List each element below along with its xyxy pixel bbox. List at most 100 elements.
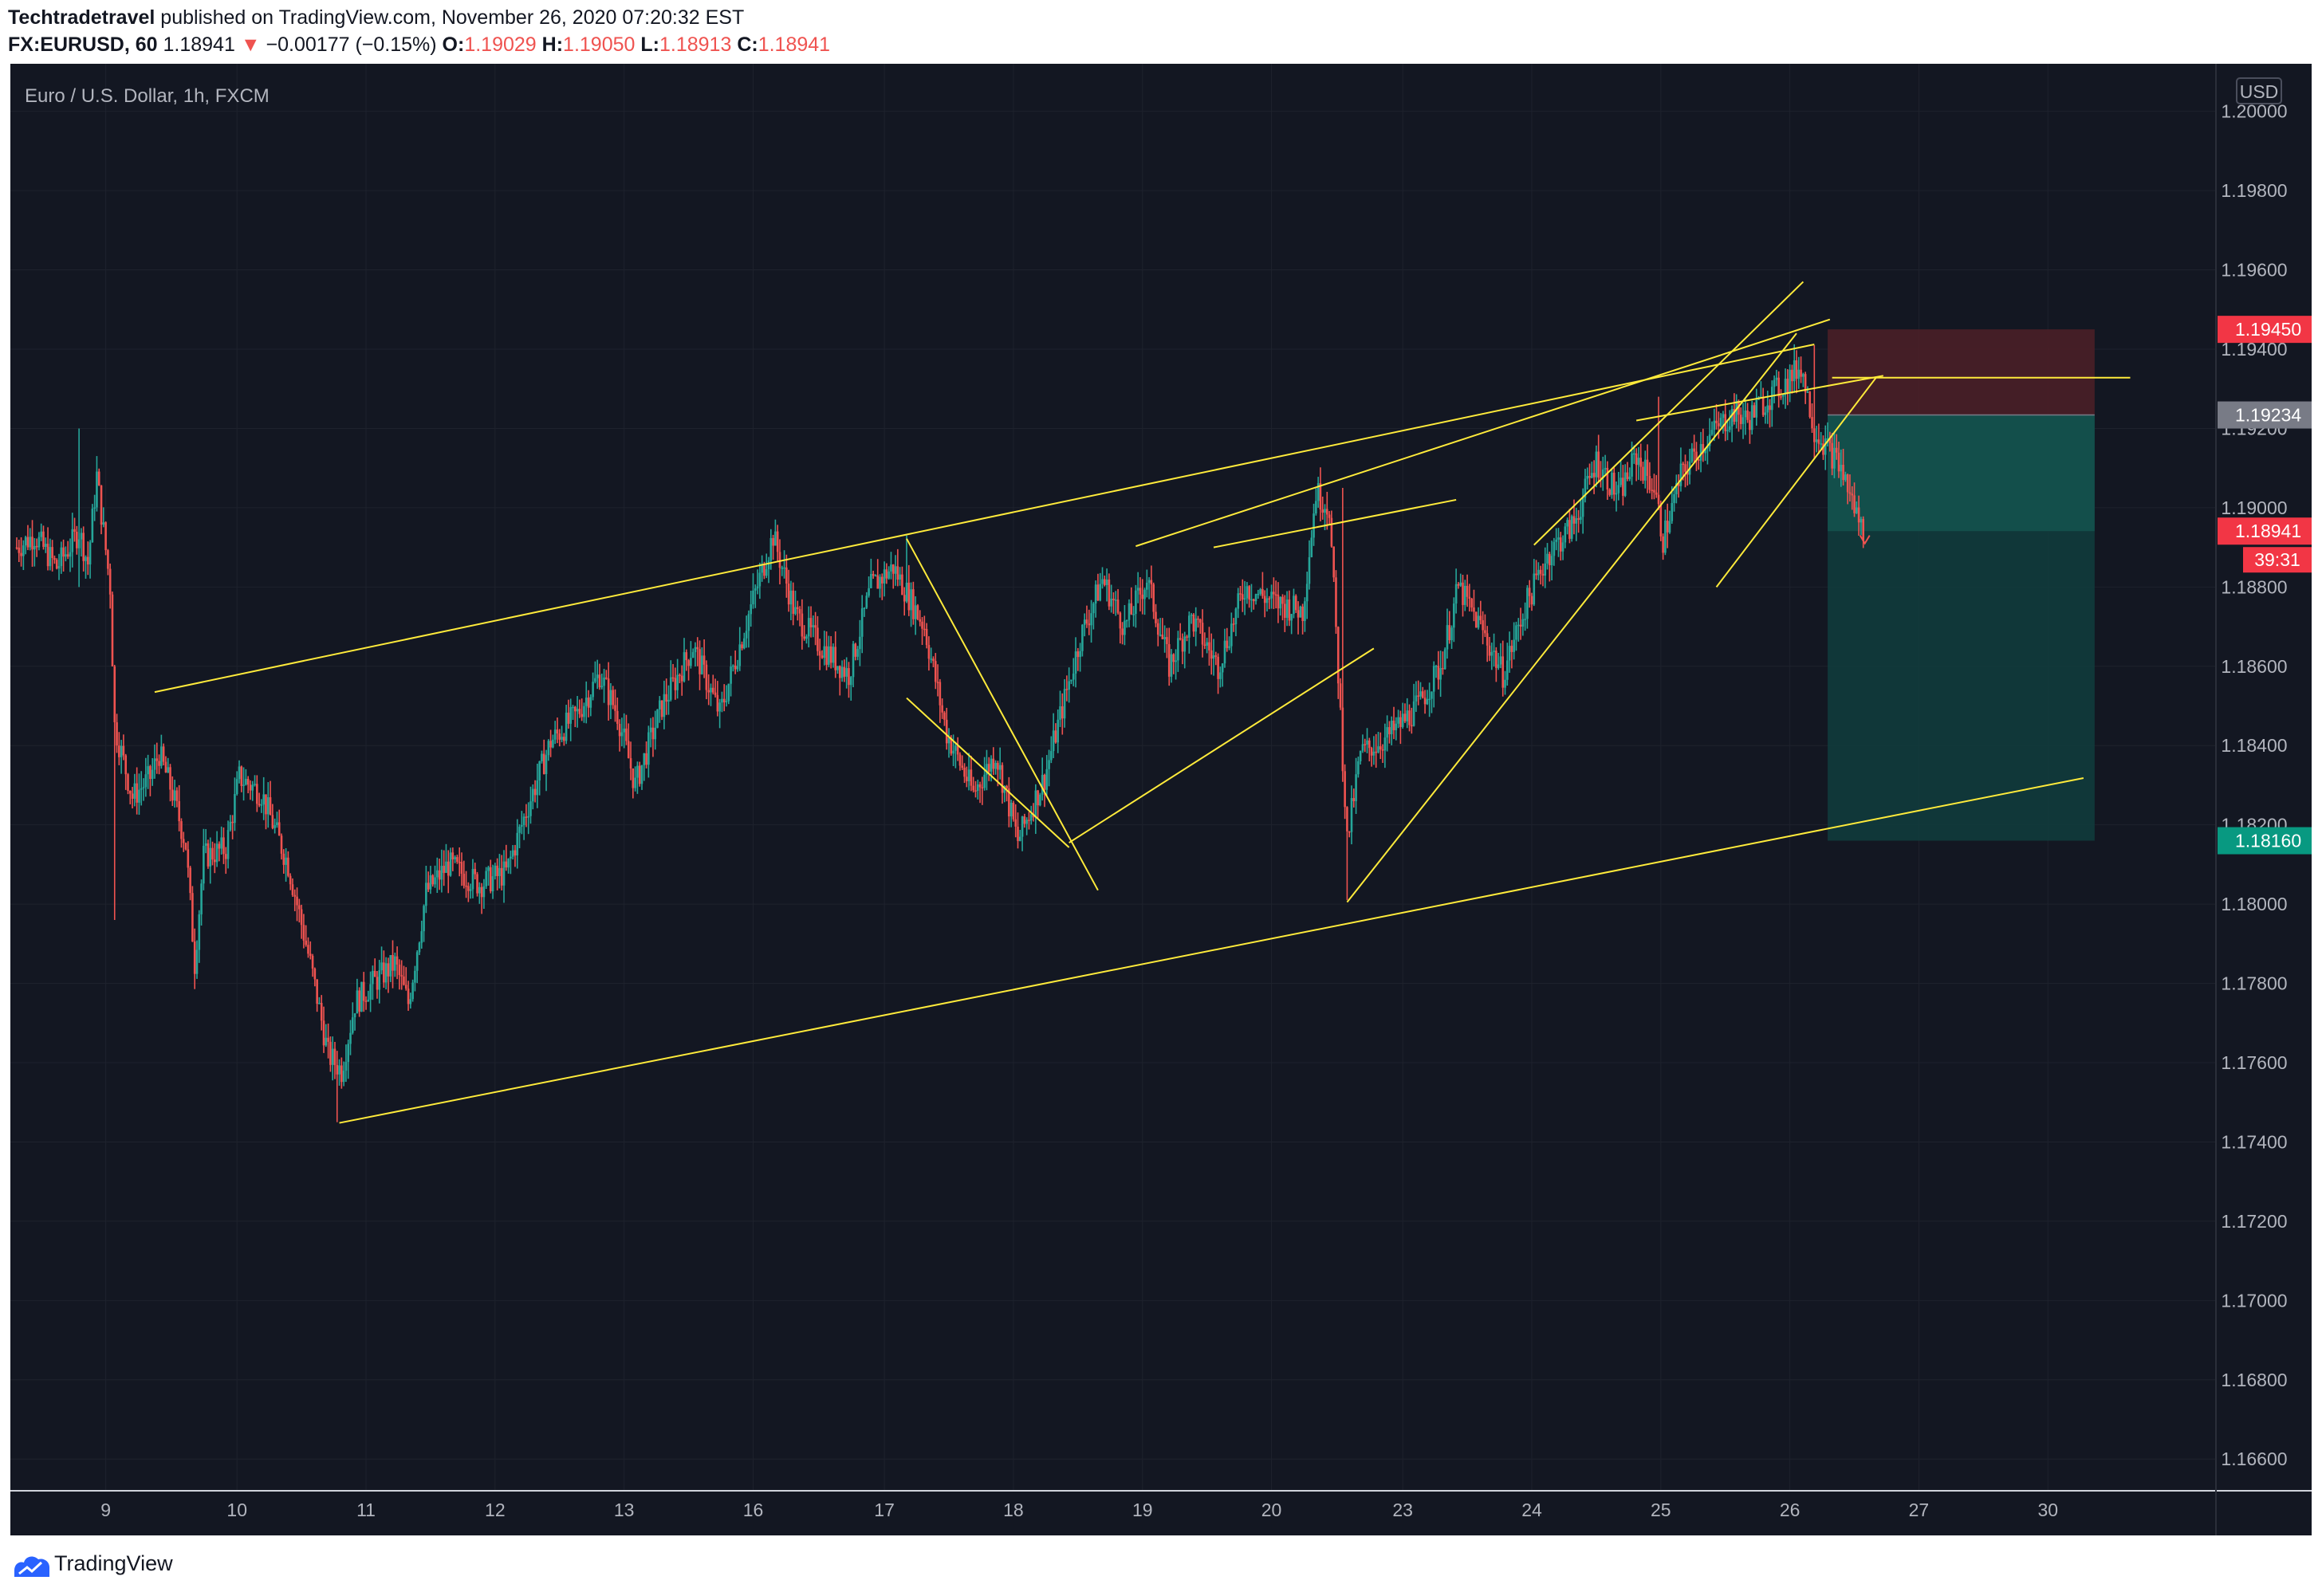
trendline[interactable] — [1635, 375, 1883, 422]
candle-body — [246, 778, 250, 785]
candle-body — [774, 531, 777, 546]
candle-body — [311, 955, 314, 969]
candle-body — [1811, 417, 1813, 429]
candle-body — [734, 665, 737, 670]
chart-canvas[interactable]: Euro / U.S. Dollar, 1h, FXCM 1.200001.19… — [10, 64, 2312, 1535]
candle-body — [60, 547, 63, 567]
candle-body — [1357, 761, 1360, 775]
publish-info: Techtradetravel published on TradingView… — [8, 6, 744, 29]
candle-body — [383, 962, 385, 983]
candle-body — [529, 801, 532, 816]
candle-body — [1203, 644, 1206, 647]
candle-body — [1530, 596, 1533, 605]
candle-body — [18, 547, 21, 553]
candle-body — [1186, 636, 1188, 638]
trendline[interactable] — [154, 344, 1815, 694]
candle-body — [46, 544, 49, 567]
candle-body — [51, 547, 53, 558]
candle-body — [107, 550, 109, 569]
candle-body — [1501, 656, 1505, 688]
date-tick-label: 19 — [1132, 1500, 1153, 1520]
trendline[interactable] — [339, 777, 2084, 1124]
candle-body — [1146, 582, 1148, 590]
candle-body — [1773, 379, 1776, 387]
candle-body — [49, 547, 52, 567]
candle-body — [1065, 689, 1069, 690]
tradingview-brand[interactable]: TradingView — [54, 1551, 173, 1575]
author-name[interactable]: Techtradetravel — [8, 6, 155, 29]
candle-body — [1083, 619, 1086, 625]
candle-body — [803, 636, 805, 639]
candles — [15, 344, 1871, 1122]
candle-body — [607, 678, 610, 706]
trendline[interactable] — [1346, 332, 1797, 903]
candle-body — [1639, 458, 1642, 467]
candle-body — [997, 763, 999, 770]
candle-body — [1328, 514, 1331, 518]
candle-body — [1490, 651, 1494, 656]
price-tick-label: 1.17800 — [2221, 973, 2287, 994]
tradingview-cloud-icon[interactable] — [10, 1553, 54, 1580]
candle-body — [1364, 744, 1367, 745]
trendline[interactable] — [906, 538, 1099, 891]
candle-body — [1504, 679, 1506, 688]
candle-body — [113, 666, 116, 723]
candle-body — [1254, 594, 1257, 602]
candle-body — [1521, 619, 1525, 627]
candle-body — [1190, 614, 1193, 616]
candle-body — [716, 694, 719, 712]
candle-body — [901, 574, 903, 596]
candle-body — [240, 766, 243, 786]
candle-body — [1397, 717, 1399, 724]
trendline[interactable] — [906, 697, 1070, 848]
currency-button[interactable]: USD — [2236, 77, 2282, 104]
candle-body — [966, 776, 968, 781]
candle-body — [1435, 666, 1438, 667]
candle-body — [1544, 563, 1547, 576]
candle-body — [318, 1003, 321, 1004]
candle-body — [836, 666, 839, 670]
candle-body — [158, 761, 160, 766]
candle-body — [640, 765, 643, 784]
trendline[interactable] — [1533, 281, 1804, 546]
currency-box[interactable] — [2236, 77, 2282, 104]
candle-body — [727, 683, 730, 702]
candle-body — [420, 931, 423, 943]
candle-body — [1099, 584, 1102, 601]
candle-body — [874, 575, 877, 577]
stop-loss-zone[interactable] — [1828, 329, 2095, 415]
candle-body — [1208, 642, 1210, 651]
candle-body — [1070, 679, 1072, 682]
candle-body — [1837, 452, 1840, 472]
candle-body — [142, 787, 145, 788]
candle-body — [963, 768, 966, 777]
currency-label[interactable]: USD — [2240, 81, 2279, 102]
candle-body — [1824, 438, 1827, 455]
candle-body — [1570, 516, 1573, 539]
position-zones[interactable] — [1828, 329, 2095, 841]
time-axis[interactable]: 9 10 11 12 13 16 17 18 19 20 23 24 25 26 27 30 — [100, 1500, 2058, 1520]
symbol-label[interactable]: FX:EURUSD, 60 — [8, 33, 158, 56]
chart-frame[interactable]: Euro / U.S. Dollar, 1h, FXCM 1.20000 1.19… — [10, 64, 2312, 1535]
candle-body — [1495, 651, 1497, 668]
candle-body — [1642, 466, 1644, 481]
candle-body — [1840, 464, 1843, 472]
candle-body — [1730, 409, 1734, 427]
candle-body — [558, 733, 561, 740]
candle-body — [1346, 807, 1348, 831]
candle-body — [1566, 520, 1568, 527]
candle-body — [1831, 442, 1833, 469]
candle-body — [1555, 539, 1557, 542]
candle-body — [1508, 646, 1511, 661]
trendline[interactable] — [1213, 498, 1457, 548]
candle-body — [1704, 448, 1706, 454]
trendline[interactable] — [1069, 647, 1375, 843]
trendlines[interactable] — [154, 281, 2131, 1124]
candle-body — [1780, 396, 1782, 398]
candle-body — [1617, 485, 1620, 493]
candle-body — [860, 608, 864, 637]
candle-body — [930, 658, 932, 660]
trendline[interactable] — [1715, 376, 1878, 588]
trendline[interactable] — [1135, 318, 1831, 548]
candle-body — [1037, 790, 1039, 806]
